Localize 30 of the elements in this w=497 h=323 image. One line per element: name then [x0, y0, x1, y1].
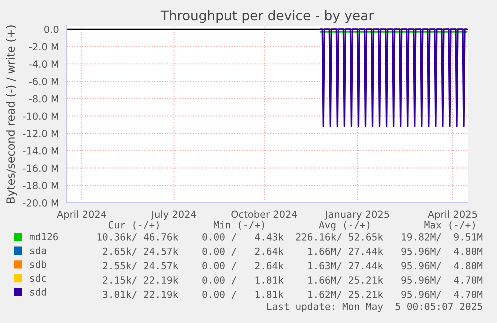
text: Last update: Mon May 5 00:05:07 2025: [267, 302, 482, 312]
y-tick-label: -16.0 M: [23, 164, 58, 172]
y-tick-label: 0.0: [44, 26, 59, 34]
y-tick-label: -8.0 M: [29, 95, 58, 103]
y-tick-label: -10.0 M: [23, 112, 58, 120]
legend-label: sda: [30, 246, 46, 254]
x-tick-label: July 2024: [151, 210, 196, 220]
y-tick-label: -6.0 M: [29, 78, 58, 86]
legend-label: sdb: [30, 260, 46, 268]
y-tick-label: -14.0 M: [23, 147, 58, 155]
y-axis-title: Bytes/second read (-) / write (+): [6, 26, 18, 204]
text: 2.55k/ 24.57k 0.00 / 2.64k 1.63M/ 27.44k 95.96M/ 4.80M: [103, 262, 483, 270]
text: 2.65k/ 24.57k 0.00 / 2.64k 1.66M/ 27.44k 95.96M/ 4.80M: [103, 248, 483, 256]
legend-label: sdc: [30, 274, 46, 282]
y-tick-label: -4.0 M: [29, 60, 58, 68]
y-tick-label: -20.0 M: [23, 199, 58, 207]
x-tick-label: October 2024: [232, 210, 298, 218]
y-tick-label: -2.0 M: [29, 43, 58, 51]
x-tick-label: January 2025: [324, 210, 390, 220]
text: 10.36k/ 46.76k 0.00 / 4.43k 226.16k/ 52.65k 19.82M/ 9.51M: [98, 233, 483, 242]
text: Cur (-/+) Min (-/+) Avg (-/+) Max (-/+): [108, 221, 475, 231]
x-tick-label: April 2024: [57, 210, 107, 220]
x-tick-label: April 2025: [428, 210, 478, 220]
legend-label: sdd: [30, 288, 46, 296]
text: 2.15k/ 22.19k 0.00 / 1.81k 1.66M/ 25.21k 95.96M/ 4.70M: [103, 276, 483, 285]
legend-label: md126: [30, 233, 58, 241]
y-tick-label: -12.0 M: [23, 130, 58, 138]
y-tick-label: -18.0 M: [23, 182, 58, 190]
text: 3.01k/ 22.19k 0.00 / 1.81k 1.62M/ 25.21k 95.96M/ 4.70M: [103, 290, 483, 300]
chart-title: Throughput per device - by year: [160, 10, 374, 24]
